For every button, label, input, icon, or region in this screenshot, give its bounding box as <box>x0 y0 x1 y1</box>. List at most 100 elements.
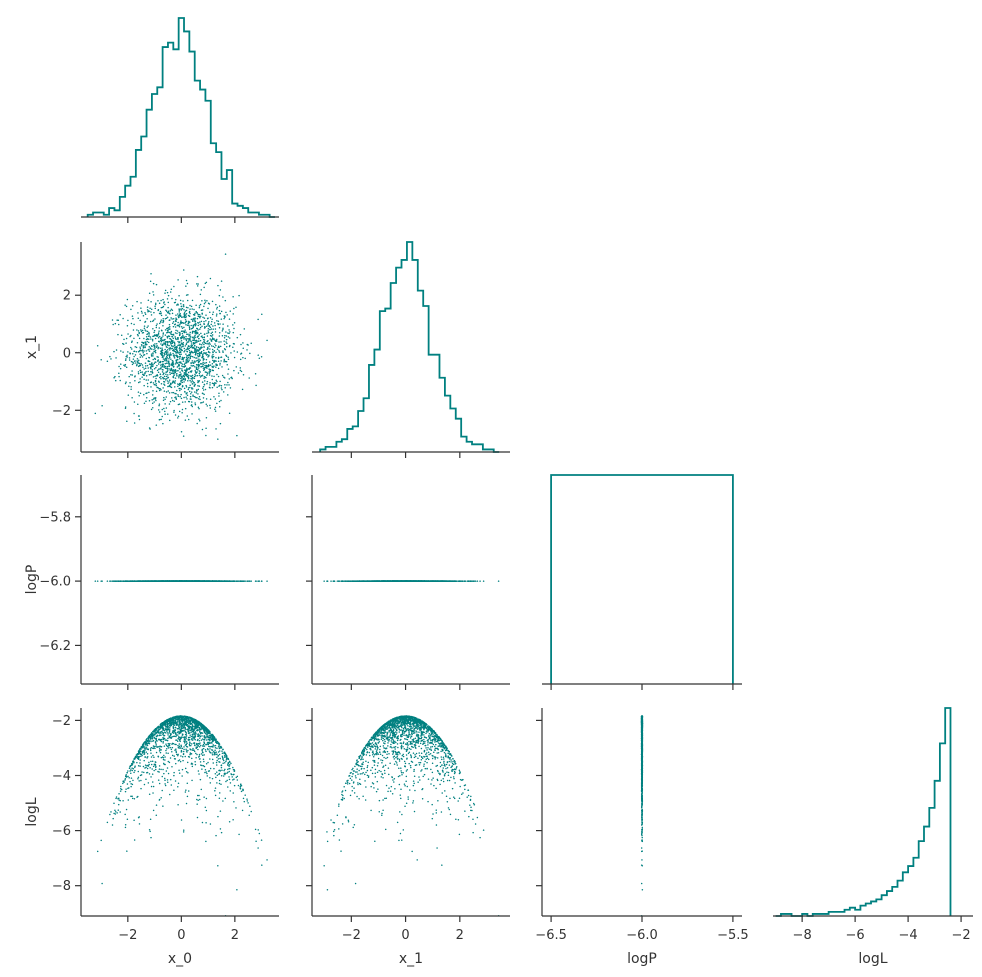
scatter-point <box>205 376 207 379</box>
scatter-point <box>189 312 191 315</box>
scatter-point <box>133 355 135 358</box>
scatter-point <box>185 306 188 309</box>
scatter-point <box>222 350 224 352</box>
scatter-point <box>151 394 154 396</box>
scatter-point <box>184 314 187 316</box>
scatter-point <box>125 342 127 344</box>
scatter-point <box>181 368 183 370</box>
scatter-point <box>142 314 145 317</box>
scatter-point <box>94 580 97 582</box>
scatter-point <box>135 580 137 582</box>
scatter-point <box>149 280 152 283</box>
scatter-point <box>169 310 172 312</box>
scatter-point <box>207 307 209 310</box>
scatter-point <box>116 319 118 321</box>
scatter-point <box>155 302 157 304</box>
scatter-point <box>229 331 231 333</box>
scatter-point <box>177 365 180 367</box>
scatter-point <box>203 343 205 346</box>
scatter-point <box>156 369 159 372</box>
histogram-step-line <box>319 241 500 453</box>
scatter-point <box>186 398 188 400</box>
scatter-point <box>186 282 189 285</box>
scatter-point <box>188 327 191 329</box>
scatter-point <box>192 346 195 349</box>
scatter-point <box>157 368 160 370</box>
scatter-point <box>176 351 178 353</box>
scatter-point <box>144 346 146 349</box>
scatter-point <box>215 303 217 306</box>
scatter-point <box>131 370 133 372</box>
scatter-point <box>149 336 152 338</box>
scatter-point <box>198 407 200 410</box>
scatter-point <box>152 398 155 400</box>
scatter-point <box>139 353 141 355</box>
scatter-point <box>150 386 152 388</box>
scatter-point <box>181 327 184 330</box>
scatter-point <box>215 357 217 359</box>
scatter-point <box>178 344 181 346</box>
scatter-point <box>222 296 224 298</box>
scatter-point <box>191 299 194 302</box>
scatter-point <box>206 374 208 376</box>
scatter-point <box>174 337 177 340</box>
scatter-point <box>181 381 184 384</box>
scatter-point <box>240 343 242 346</box>
scatter-point <box>211 318 213 320</box>
scatter-point <box>164 358 167 360</box>
scatter-point <box>178 410 181 413</box>
scatter-point <box>160 350 162 353</box>
scatter-point <box>167 376 170 379</box>
scatter-point <box>178 367 181 369</box>
scatter-point <box>181 307 184 310</box>
scatter-point <box>201 313 204 315</box>
scatter-point <box>160 366 162 368</box>
scatter-point <box>155 335 158 337</box>
scatter-point <box>162 378 165 380</box>
scatter-point <box>155 343 158 345</box>
scatter-point <box>176 356 179 359</box>
scatter-point <box>236 351 239 353</box>
scatter-point <box>215 351 217 354</box>
scatter-point <box>170 308 173 311</box>
scatter-point <box>189 308 191 310</box>
scatter-point <box>223 340 225 342</box>
scatter-point <box>124 406 127 408</box>
scatter-point <box>172 341 175 343</box>
scatter-point <box>266 339 268 342</box>
scatter-point <box>152 580 155 582</box>
scatter-point <box>183 322 185 324</box>
scatter-point <box>148 346 151 348</box>
scatter-point <box>178 403 181 405</box>
scatter-point <box>209 384 211 386</box>
scatter-point <box>216 338 218 341</box>
scatter-point <box>147 341 150 344</box>
scatter-point <box>186 350 189 353</box>
scatter-point <box>224 253 227 255</box>
scatter-point <box>127 333 129 335</box>
scatter-point <box>195 363 198 366</box>
scatter-point <box>192 362 195 365</box>
scatter-point <box>228 384 230 386</box>
scatter-point <box>172 369 175 371</box>
scatter-point <box>202 363 205 366</box>
scatter-point <box>167 311 170 314</box>
scatter-point <box>131 397 133 399</box>
scatter-point <box>173 365 175 368</box>
scatter-point <box>167 369 169 371</box>
scatter-point <box>161 415 163 418</box>
scatter-point <box>171 318 173 320</box>
scatter-point <box>229 344 231 347</box>
scatter-point <box>221 388 223 391</box>
scatter-point <box>183 309 185 311</box>
scatter-point <box>166 380 169 382</box>
scatter-point <box>139 392 142 395</box>
scatter-point <box>171 322 174 324</box>
scatter-point <box>124 359 127 362</box>
scatter-point <box>202 387 204 390</box>
scatter-point <box>141 364 144 366</box>
scatter-point <box>189 340 192 342</box>
scatter-point <box>214 339 216 341</box>
y-tick-label: −5.8 <box>39 510 71 525</box>
scatter-point <box>173 349 175 352</box>
